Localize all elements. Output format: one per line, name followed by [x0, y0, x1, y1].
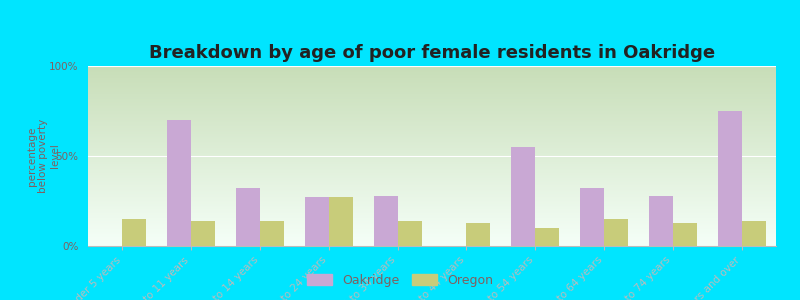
Bar [329, 197, 353, 246]
Bar [466, 223, 490, 246]
Bar [535, 228, 559, 246]
Bar [649, 196, 673, 246]
Bar [374, 196, 398, 246]
Bar [305, 197, 329, 246]
Bar [511, 147, 535, 246]
Bar [122, 219, 146, 246]
Bar [604, 219, 628, 246]
Bar [742, 221, 766, 246]
Bar [718, 111, 742, 246]
Y-axis label: percentage
below poverty
level: percentage below poverty level [26, 119, 60, 193]
Bar [398, 221, 422, 246]
Bar [580, 188, 604, 246]
Bar [236, 188, 260, 246]
Bar [167, 120, 191, 246]
Legend: Oakridge, Oregon: Oakridge, Oregon [303, 270, 497, 291]
Bar [260, 221, 284, 246]
Bar [191, 221, 215, 246]
Title: Breakdown by age of poor female residents in Oakridge: Breakdown by age of poor female resident… [149, 44, 715, 62]
Bar [673, 223, 697, 246]
